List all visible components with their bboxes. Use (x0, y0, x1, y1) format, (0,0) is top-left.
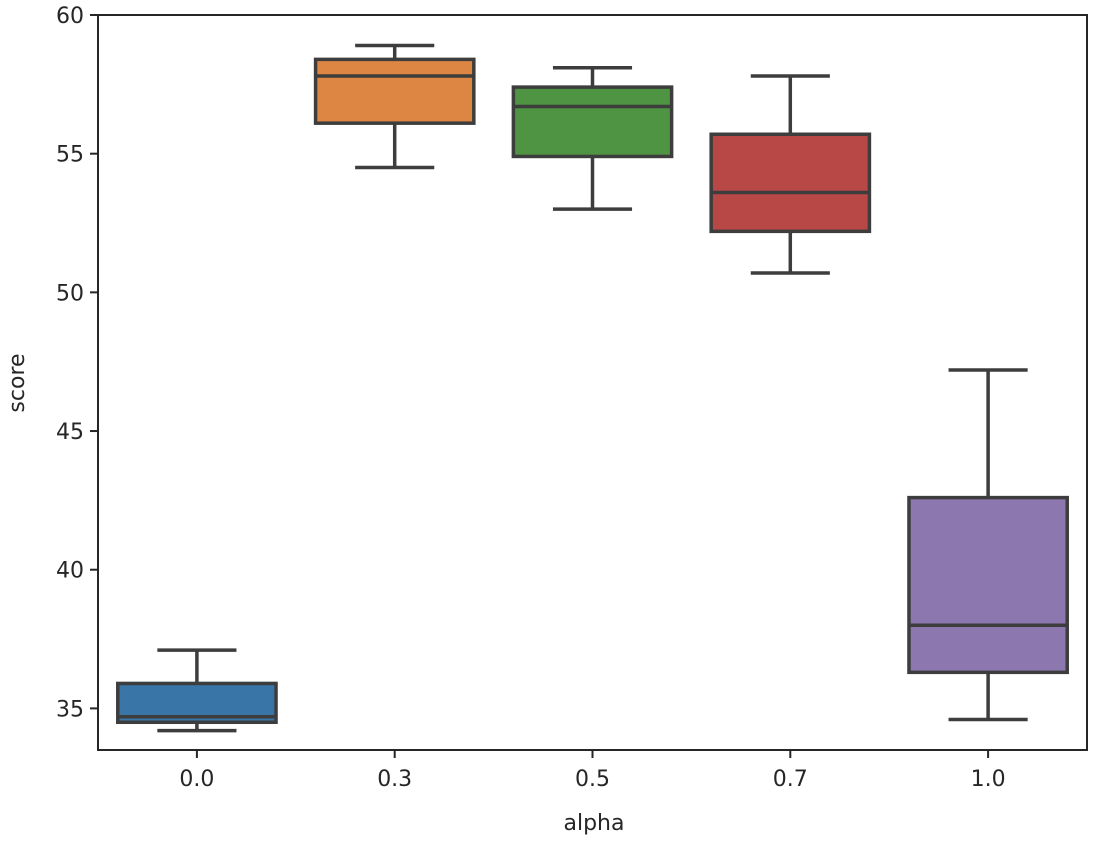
y-tick-label-35: 35 (56, 697, 84, 722)
box-body-0.5 (511, 85, 674, 159)
boxes-layer (116, 43, 1069, 733)
y-tick-label-40: 40 (56, 559, 84, 584)
x-tick-label-0.7: 0.7 (773, 767, 808, 792)
x-axis: 0.0 0.3 0.5 0.7 1.0 (179, 750, 1006, 792)
x-tick-label-0.5: 0.5 (575, 767, 610, 792)
box-group-0.7 (709, 74, 872, 275)
x-axis-label: alpha (564, 811, 625, 836)
box-body-0.7 (709, 132, 872, 234)
x-tick-label-0.3: 0.3 (377, 767, 412, 792)
box-group-0.5 (511, 65, 674, 211)
y-axis-label: score (5, 353, 30, 412)
x-tick-label-0.0: 0.0 (179, 767, 214, 792)
box-group-0.0 (116, 648, 278, 733)
y-tick-label-45: 45 (56, 420, 84, 445)
y-axis: 35 40 45 50 55 60 (56, 4, 98, 722)
box-body-0.3 (313, 57, 476, 125)
y-tick-label-55: 55 (56, 143, 84, 168)
box-group-1.0 (907, 368, 1069, 722)
box-body-1.0 (907, 495, 1069, 675)
box-group-0.3 (313, 43, 476, 170)
x-tick-label-1.0: 1.0 (971, 767, 1006, 792)
y-tick-label-50: 50 (56, 281, 84, 306)
y-tick-label-60: 60 (56, 4, 84, 29)
